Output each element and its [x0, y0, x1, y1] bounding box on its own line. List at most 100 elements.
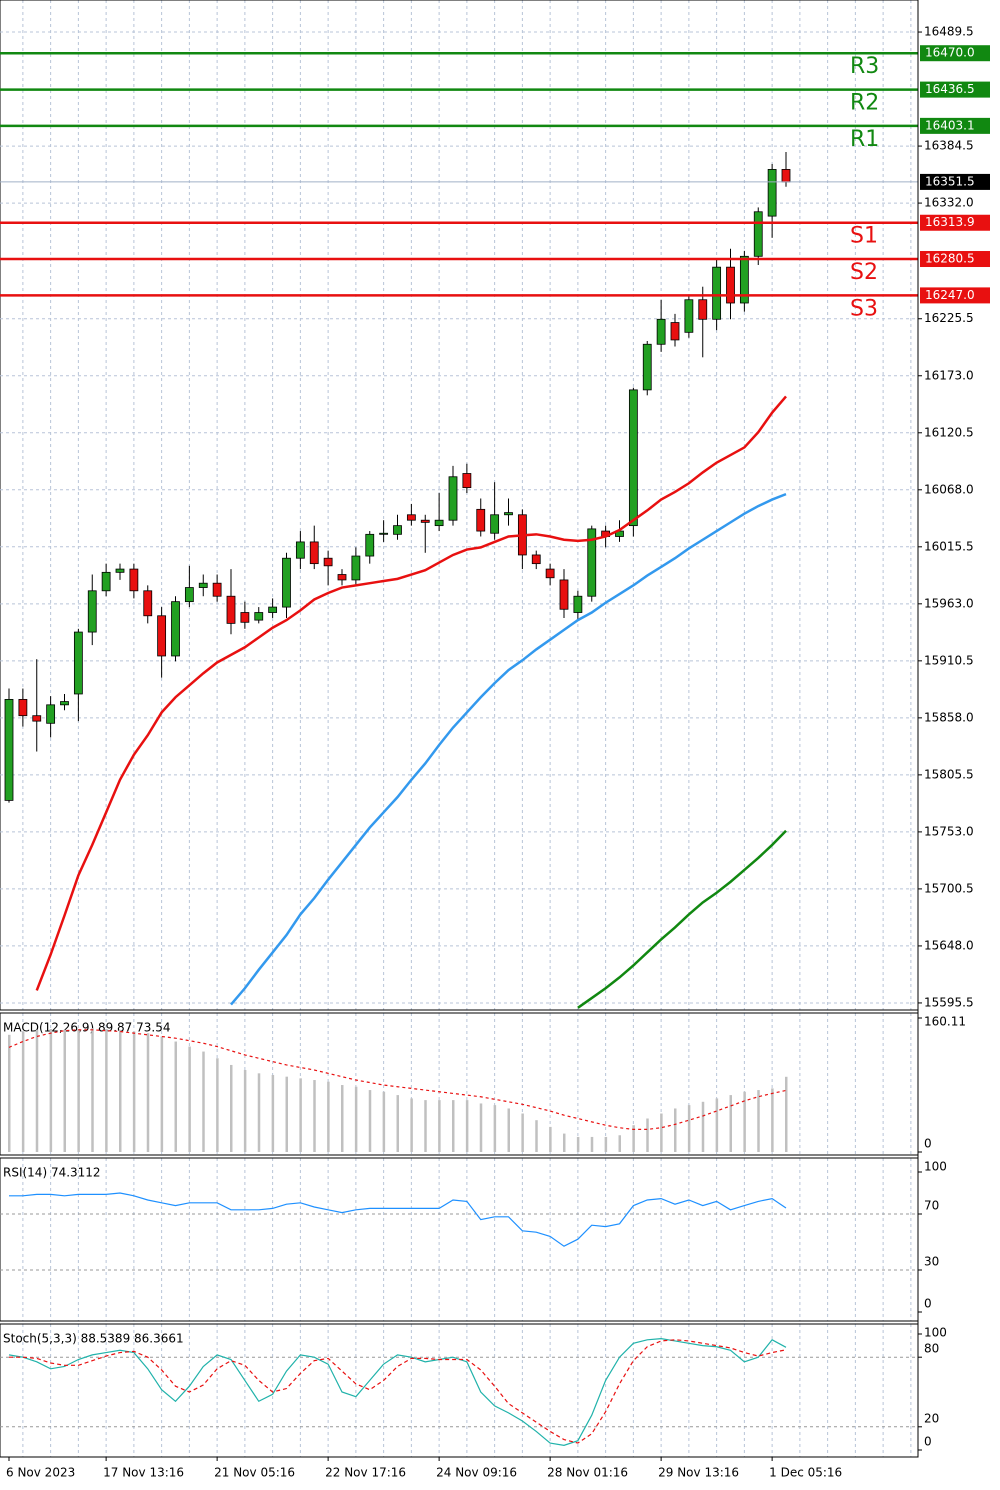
candle-body: [337, 574, 347, 581]
histogram-bar: [160, 1036, 164, 1152]
x-tick-label: 1 Dec 05:16: [769, 1466, 842, 1480]
x-tick-label: 22 Nov 17:16: [325, 1466, 406, 1480]
level-name: S3: [850, 296, 878, 321]
candle-body: [670, 322, 680, 341]
level-label: 16403.1: [925, 118, 975, 132]
level-label: 16313.9: [925, 215, 975, 229]
candle-body: [198, 582, 208, 588]
y-tick-label: 160.11: [924, 1015, 966, 1029]
candle-body: [739, 255, 749, 304]
level-name: R2: [850, 91, 879, 116]
y-tick-label: 16332.0: [924, 196, 974, 210]
y-tick-label: 30: [924, 1255, 939, 1269]
histogram-bar: [771, 1088, 774, 1152]
histogram-bar: [410, 1098, 413, 1152]
level-label-box: [920, 117, 990, 134]
histogram-bar: [507, 1108, 510, 1152]
candle-body: [573, 595, 583, 613]
x-tick-label: 24 Nov 09:16: [436, 1466, 517, 1480]
candle-body: [4, 698, 14, 801]
histogram-bar: [188, 1046, 191, 1152]
line-series: [8, 1338, 787, 1446]
y-tick-label: 15753.0: [924, 824, 974, 838]
candle-body: [781, 169, 791, 183]
candle-body: [753, 211, 763, 257]
candle-body: [171, 601, 180, 657]
histogram-bar: [424, 1100, 427, 1152]
y-tick-label: 70: [924, 1199, 939, 1213]
y-tick-label: 0: [924, 1137, 932, 1151]
level-label-box: [920, 45, 990, 62]
histogram-bar: [368, 1090, 372, 1152]
histogram-bar: [77, 1028, 80, 1152]
indicator-title: RSI(14) 74.3112: [3, 1166, 101, 1180]
histogram-bar: [202, 1051, 205, 1152]
candle-body: [642, 343, 652, 391]
histogram-bar: [49, 1028, 53, 1152]
y-tick-label: 15648.0: [924, 938, 974, 952]
histogram-bar: [174, 1041, 177, 1152]
candle-body: [282, 557, 291, 608]
candle-body: [46, 704, 56, 724]
last-price-label: 16351.5: [925, 174, 975, 188]
histogram-bar: [132, 1031, 136, 1152]
histogram-bar: [354, 1086, 358, 1152]
candle-body: [462, 473, 472, 489]
candle-body: [545, 568, 555, 579]
y-tick-label: 16384.5: [924, 139, 974, 153]
level-label-box: [920, 81, 990, 98]
candle-body: [115, 568, 125, 573]
histogram-bar: [715, 1098, 719, 1152]
line-series: [230, 492, 787, 1006]
level-label-box: [920, 251, 990, 268]
candle-body: [559, 579, 569, 610]
candle-body: [365, 533, 375, 557]
y-tick-label: 15858.0: [924, 710, 974, 724]
histogram-bar: [8, 1034, 11, 1152]
candle-body: [684, 299, 694, 333]
candle-body: [406, 514, 416, 521]
x-tick-label: 6 Nov 2023: [6, 1466, 75, 1480]
indicator-title: Stoch(5,3,3) 88.5389 86.3661: [3, 1332, 184, 1346]
level-name: S2: [850, 260, 878, 285]
histogram-bar: [452, 1100, 455, 1152]
histogram-bar: [105, 1028, 108, 1152]
y-tick-label: 100: [924, 1160, 947, 1174]
histogram-bar: [729, 1095, 732, 1152]
candle-body: [323, 557, 333, 567]
candle-body: [268, 606, 278, 613]
x-tick-label: 29 Nov 13:16: [658, 1466, 739, 1480]
line-series: [8, 1029, 787, 1130]
level-label: 16436.5: [925, 82, 975, 96]
y-tick-label: 16120.5: [924, 425, 974, 439]
histogram-bar: [646, 1118, 649, 1152]
histogram-bar: [757, 1090, 760, 1152]
y-tick-label: 16225.5: [924, 311, 974, 325]
candle-body: [309, 541, 319, 565]
histogram-bar: [590, 1136, 594, 1152]
candle-body: [32, 715, 42, 722]
candle-body: [767, 169, 777, 217]
y-tick-label: 100: [924, 1326, 947, 1340]
histogram-bar: [146, 1033, 150, 1152]
histogram-bar: [549, 1126, 552, 1152]
candle-body: [240, 612, 250, 623]
histogram-bar: [743, 1091, 746, 1152]
y-tick-label: 16015.5: [924, 539, 974, 553]
level-label: 16247.0: [925, 288, 975, 302]
y-tick-label: 80: [924, 1342, 939, 1356]
histogram-bar: [535, 1120, 538, 1152]
histogram-bar: [687, 1105, 691, 1152]
y-tick-label: 16068.0: [924, 482, 974, 496]
histogram-bar: [382, 1091, 386, 1152]
candle-body: [157, 615, 167, 657]
histogram-bar: [285, 1076, 288, 1152]
candle-body: [531, 554, 541, 565]
histogram-bar: [91, 1028, 94, 1152]
y-tick-label: 16489.5: [924, 25, 974, 39]
candle-body: [129, 568, 139, 592]
candle-body: [490, 514, 500, 534]
histogram-bar: [660, 1113, 663, 1152]
histogram-bar: [479, 1103, 483, 1152]
